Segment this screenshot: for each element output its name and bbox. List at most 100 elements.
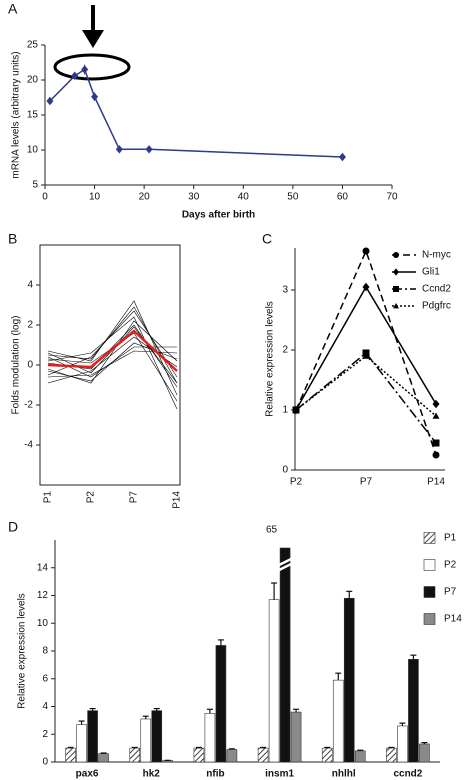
legend-label: N-myc [422,250,451,261]
bar [343,597,355,763]
y-tick-label: -4 [24,440,33,451]
x-tick-label: 60 [337,192,349,203]
legend-swatch [423,532,436,544]
panel-label: D [8,519,18,535]
marker [432,451,440,459]
series-line [295,248,437,456]
y-tick-label: 6 [42,673,48,684]
x-tick-label: pax6 [76,769,99,780]
legend-label: P2 [444,560,457,571]
y-axis-label: Relative expression levels [17,593,28,709]
legend-label: P7 [444,587,457,598]
x-tick-label: nfib [206,769,224,780]
x-tick-label: 20 [139,192,151,203]
x-tick-label: P14 [172,491,183,509]
bar [87,710,98,763]
marker [393,286,399,292]
bar [65,747,76,763]
y-axis-label: mRNA levels (arbitrary units) [11,51,22,178]
x-tick-label: ccnd2 [393,769,422,780]
marker [46,96,54,106]
legend-label: Pdgfrc [422,301,451,312]
y-tick-label: 25 [27,40,39,51]
marker [145,145,153,154]
y-tick-label: 3 [282,285,288,296]
legend-swatch [423,613,436,625]
bar [98,753,109,763]
bar [321,747,333,763]
x-tick-label: 0 [42,192,48,203]
marker [115,145,123,154]
x-tick-label: P14 [427,477,445,488]
y-tick-label: 0 [282,465,288,476]
marker [362,352,370,359]
marker [393,303,399,309]
marker [71,71,79,80]
legend-label: Ccnd2 [422,284,451,295]
x-tick-label: P7 [360,477,373,488]
legend-label: Gli1 [422,267,440,278]
y-tick-label: 8 [42,646,48,657]
marker [362,247,370,255]
y-tick-label: 2 [27,320,33,331]
x-tick-label: 50 [287,192,299,203]
series-line [47,329,178,372]
x-tick-label: P2 [86,491,97,504]
y-tick-label: 20 [27,75,39,86]
x-tick-label: hk2 [143,769,161,780]
y-tick-label: 0 [42,757,48,768]
x-tick-label: 40 [238,192,250,203]
highlight-annotation [53,5,131,81]
series-line [47,320,178,384]
bar [257,747,269,763]
marker [432,439,440,447]
x-tick-label: 10 [89,192,101,203]
marker [81,65,89,74]
bar [279,547,291,763]
panel-label: B [8,231,17,247]
y-tick-label: 2 [282,345,288,356]
x-tick-label: 30 [188,192,200,203]
y-tick-label: 2 [42,729,48,740]
panel-label: A [8,1,18,17]
bar [354,750,366,763]
bar [268,599,280,763]
axis-break [276,556,294,568]
bar [215,645,227,763]
x-tick-label: 70 [386,192,398,203]
legend-label: P1 [444,533,457,544]
series-line [47,300,178,396]
y-axis-label: Folds modulation (log) [11,316,22,415]
legend-label: P14 [444,614,462,625]
y-tick-label: -2 [24,400,33,411]
highlight-ellipse [53,53,131,81]
x-axis-label: Days after birth [182,210,255,221]
x-tick-label: P1 [43,491,54,504]
bar [140,718,152,763]
bar [151,710,163,763]
marker [393,268,399,276]
x-tick-label: P7 [129,491,140,504]
panel-label: C [262,231,272,247]
series-line [47,316,178,410]
bar [332,679,344,763]
marker [432,412,440,419]
y-tick-label: 4 [42,701,48,712]
y-axis-label: Relative expression levels [265,301,276,417]
legend-swatch [423,559,436,571]
marker [338,152,346,162]
y-tick-label: 14 [37,562,49,573]
bar [290,711,302,763]
bar [129,747,141,763]
bar [204,713,216,763]
arrow-head [82,30,104,48]
y-tick-label: 10 [27,145,39,156]
bar [226,749,238,763]
y-tick-label: 0 [27,360,33,371]
x-tick-label: insm1 [265,769,294,780]
bar [76,724,87,763]
marker [432,399,440,409]
bar [386,747,397,763]
marker [292,406,300,413]
